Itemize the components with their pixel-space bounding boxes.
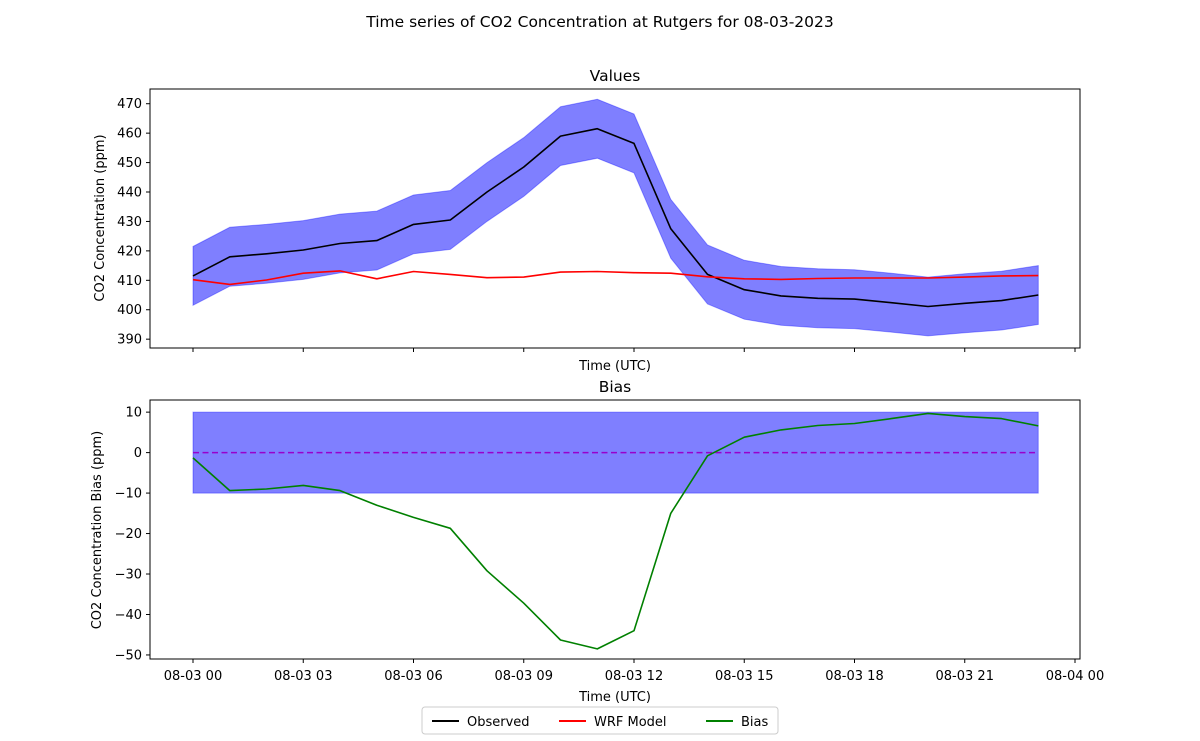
values-axes: Values 390 400 410 420 430 440 450 460 470 Time … (93, 67, 1081, 374)
bias-y-tick-label: −50 (115, 648, 142, 663)
values-y-tick-label: 390 (117, 333, 142, 348)
bias-x-ticks: 08-03 00 08-03 03 08-03 06 08-03 09 08-03 12… (164, 659, 1104, 684)
bias-x-tick-label: 08-03 00 (164, 669, 222, 684)
values-y-axis-label: CO2 Concentration (ppm) (93, 134, 108, 301)
bias-axes: Bias 10 0 −10 −20 −30 −40 −50 08-03 00 08-03 03… (90, 378, 1104, 705)
legend-frame (421, 706, 779, 735)
legend-label-bias: Bias (741, 715, 768, 730)
values-y-tick-label: 400 (117, 303, 142, 318)
bias-y-tick-label: −10 (115, 487, 142, 502)
bias-axes-frame (149, 399, 1081, 660)
values-y-tick-label: 430 (117, 215, 142, 230)
bias-x-tick-label: 08-03 03 (274, 669, 332, 684)
bias-x-tick-label: 08-04 00 (1046, 669, 1104, 684)
values-x-ticks (192, 348, 1076, 352)
values-axes-frame (149, 88, 1081, 349)
bias-x-tick-label: 08-03 06 (384, 669, 442, 684)
values-y-tick-label: 410 (117, 274, 142, 289)
bias-series-line-bias (192, 412, 1039, 650)
values-y-tick-label: 420 (117, 244, 142, 259)
values-series-line-observed (192, 127, 1039, 308)
values-lines-layer (192, 127, 1039, 308)
bias-y-tick-label: −30 (115, 568, 142, 583)
values-x-axis-label: Time (UTC) (578, 359, 651, 374)
values-axes-title: Values (590, 67, 641, 85)
bias-x-tick-label: 08-03 12 (605, 669, 663, 684)
bias-x-tick-label: 08-03 21 (936, 669, 994, 684)
values-band (192, 98, 1039, 337)
bias-y-axis-label: CO2 Concentration Bias (ppm) (90, 431, 105, 630)
bias-lines-layer (192, 412, 1039, 650)
bias-x-axis-label: Time (UTC) (578, 690, 651, 705)
legend-label-observed: Observed (467, 715, 530, 730)
values-y-tick-label: 460 (117, 127, 142, 142)
bias-axes-title: Bias (599, 378, 632, 396)
bias-y-tick-label: 0 (134, 446, 142, 461)
bias-y-tick-label: 10 (125, 406, 142, 421)
bias-x-tick-label: 08-03 15 (715, 669, 773, 684)
bias-x-tick-label: 08-03 09 (495, 669, 553, 684)
figure-suptitle: Time series of CO2 Concentration at Rutg… (365, 13, 834, 31)
bias-y-ticks: 10 0 −10 −20 −30 −40 −50 (115, 406, 150, 663)
bias-x-tick-label: 08-03 18 (825, 669, 883, 684)
values-uncertainty-band-layer (192, 98, 1039, 337)
values-series-line-wrf-model (192, 270, 1039, 286)
legend-label-wrf-model: WRF Model (594, 715, 667, 730)
bias-y-tick-label: −20 (115, 527, 142, 542)
values-y-tick-label: 470 (117, 97, 142, 112)
legend: Observed WRF Model Bias (421, 706, 779, 735)
values-y-tick-label: 440 (117, 186, 142, 201)
bias-y-tick-label: −40 (115, 608, 142, 623)
values-y-tick-label: 450 (117, 156, 142, 171)
values-y-ticks: 390 400 410 420 430 440 450 460 470 (117, 97, 150, 348)
